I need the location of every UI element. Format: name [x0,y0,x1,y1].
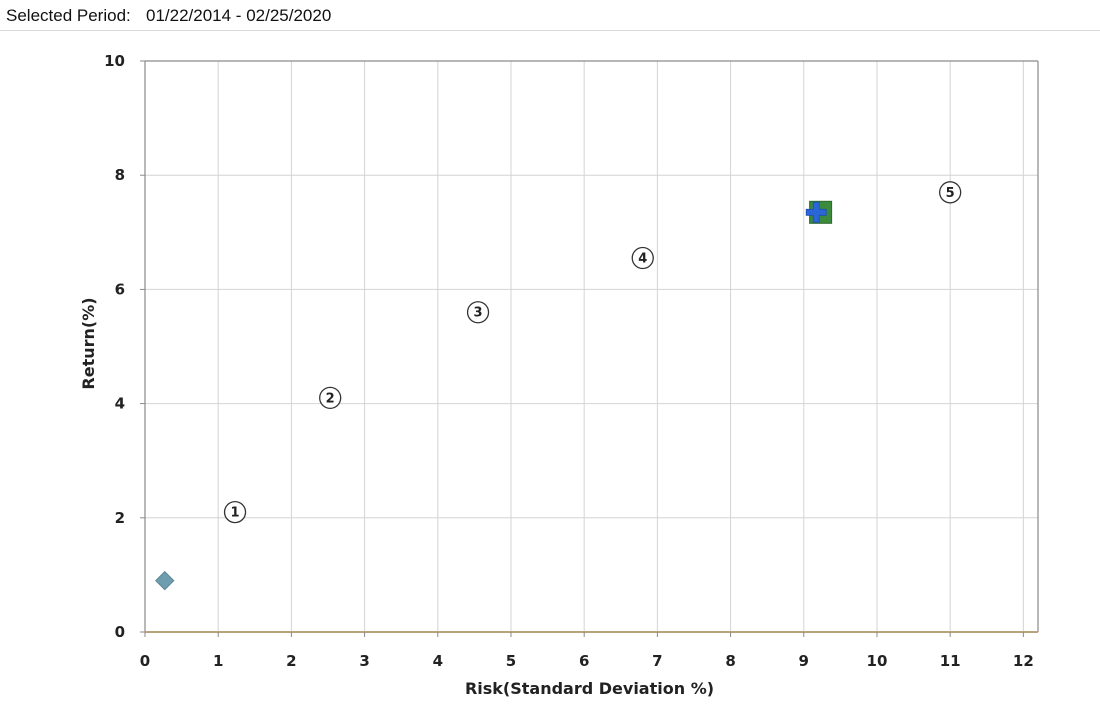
point-circle [319,386,342,410]
y-tick-label: 2 [115,509,125,527]
point-circle [939,181,962,204]
x-tick-label: 4 [433,652,443,670]
point-circle [466,301,490,324]
point-number: 1 [231,506,240,521]
numbered-point-3: 3 [466,301,490,324]
point-number: 4 [638,251,647,266]
period-value: 01/22/2014 - 02/25/2020 [146,6,332,25]
point-circle [223,500,247,524]
diamond-point [155,570,175,591]
y-tick-label: 4 [115,395,125,413]
grid-lines [145,61,1038,632]
period-label: Selected Period: [6,6,131,25]
data-points: 1 2 3 4 5 [155,181,962,591]
numbered-point-1: 1 [223,500,247,524]
numbered-point-4: 4 [631,246,654,270]
x-tick-label: 6 [579,652,589,670]
x-tick-label: 0 [140,652,150,670]
point-number: 5 [946,186,955,201]
x-tick-label: 5 [506,652,516,670]
numbered-point-5: 5 [939,181,962,204]
x-tick-label: 7 [652,652,662,670]
point-number: 2 [326,391,335,406]
x-tick-label: 11 [940,652,961,670]
x-axis-label: Risk(Standard Deviation %) [465,679,714,698]
plot-frame [144,60,1039,633]
numbered-point-2: 2 [319,386,342,410]
y-tick-label: 6 [115,280,125,298]
y-tick-label: 0 [115,623,125,641]
point-number: 3 [474,306,483,321]
point-circle [631,246,654,270]
period-header: Selected Period: 01/22/2014 - 02/25/2020 [0,0,1100,31]
y-axis-label: Return(%) [79,297,98,389]
x-tick-label: 10 [867,652,888,670]
x-tick-label: 12 [1013,652,1034,670]
y-tick-label: 10 [104,52,125,70]
x-tick-label: 2 [286,652,296,670]
y-tick-label: 8 [115,166,125,184]
x-tick-label: 8 [725,652,735,670]
cross-point [805,201,827,223]
x-tick-label: 9 [799,652,809,670]
x-tick-label: 1 [213,652,223,670]
x-tick-label: 3 [359,652,369,670]
